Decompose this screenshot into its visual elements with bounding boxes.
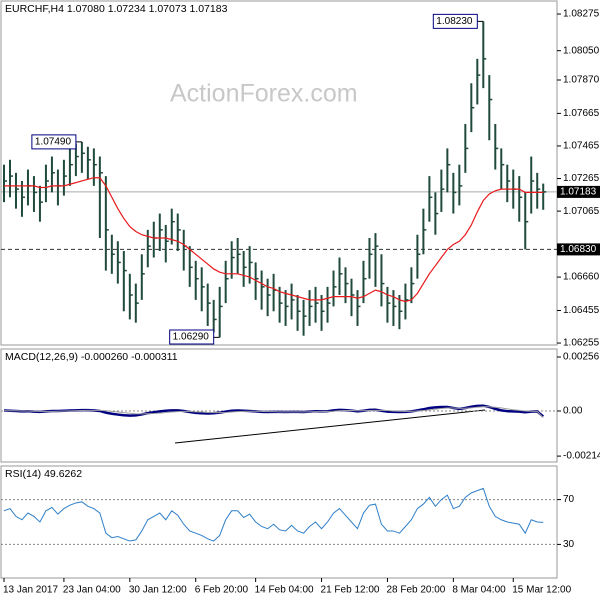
y-tick-label: 1.06660 bbox=[563, 272, 600, 283]
y-tick-label: 30 bbox=[563, 539, 575, 550]
x-tick-label: 23 Jan 04:00 bbox=[63, 585, 121, 596]
y-tick-label: 1.08275 bbox=[563, 9, 600, 20]
y-tick-label: 70 bbox=[563, 494, 575, 505]
y-tick-label: 1.07265 bbox=[563, 173, 600, 184]
y-tick-label: 0.00 bbox=[563, 406, 583, 417]
level-box bbox=[557, 243, 600, 256]
macd-panel bbox=[0, 348, 558, 463]
y-tick-label: 1.06455 bbox=[563, 305, 600, 316]
price-label: 1.07490 bbox=[35, 137, 72, 148]
price-label: 1.06290 bbox=[173, 332, 210, 343]
price-label-box bbox=[169, 329, 215, 345]
x-tick-label: 13 Jan 2017 bbox=[3, 585, 58, 596]
y-tick-label: 1.07665 bbox=[563, 108, 600, 119]
level-label: 1.07183 bbox=[560, 187, 597, 198]
watermark: ActionForex.com bbox=[170, 80, 358, 108]
rsi-panel bbox=[0, 465, 558, 579]
indicator-line bbox=[4, 406, 544, 418]
x-tick-label: 14 Feb 04:00 bbox=[255, 585, 314, 596]
y-tick-label: 1.08050 bbox=[563, 45, 600, 56]
y-tick-label: 1.07065 bbox=[563, 206, 600, 217]
rsi-title: RSI(14) 49.6262 bbox=[5, 468, 82, 480]
level-label: 1.06830 bbox=[560, 244, 597, 255]
y-tick-label: -0.00214 bbox=[563, 451, 600, 462]
price-label-box bbox=[31, 134, 77, 150]
x-tick-label: 21 Feb 12:00 bbox=[321, 585, 380, 596]
x-tick-label: 28 Feb 20:00 bbox=[386, 585, 445, 596]
macd-title: MACD(12,26,9) -0.000260 -0.000311 bbox=[5, 351, 178, 363]
x-tick-label: 15 Mar 12:00 bbox=[512, 585, 571, 596]
x-tick-label: 8 Mar 04:00 bbox=[452, 585, 506, 596]
y-tick-label: 1.07870 bbox=[563, 75, 600, 86]
price-label-box bbox=[432, 13, 478, 29]
indicator-line bbox=[3, 487, 544, 542]
macd-trendline bbox=[174, 409, 486, 444]
main-panel bbox=[0, 0, 558, 346]
y-tick-label: 1.06255 bbox=[563, 338, 600, 349]
y-tick-label: 0.00256 bbox=[563, 352, 600, 363]
x-tick-label: 6 Feb 20:00 bbox=[195, 585, 249, 596]
level-box bbox=[557, 185, 600, 198]
y-tick-label: 1.07465 bbox=[563, 141, 600, 152]
moving-average bbox=[4, 177, 544, 303]
price-label: 1.08230 bbox=[436, 16, 473, 27]
x-tick-label: 30 Jan 12:00 bbox=[129, 585, 187, 596]
main-title: EURCHF,H4 1.07080 1.07234 1.07073 1.0718… bbox=[5, 3, 228, 15]
